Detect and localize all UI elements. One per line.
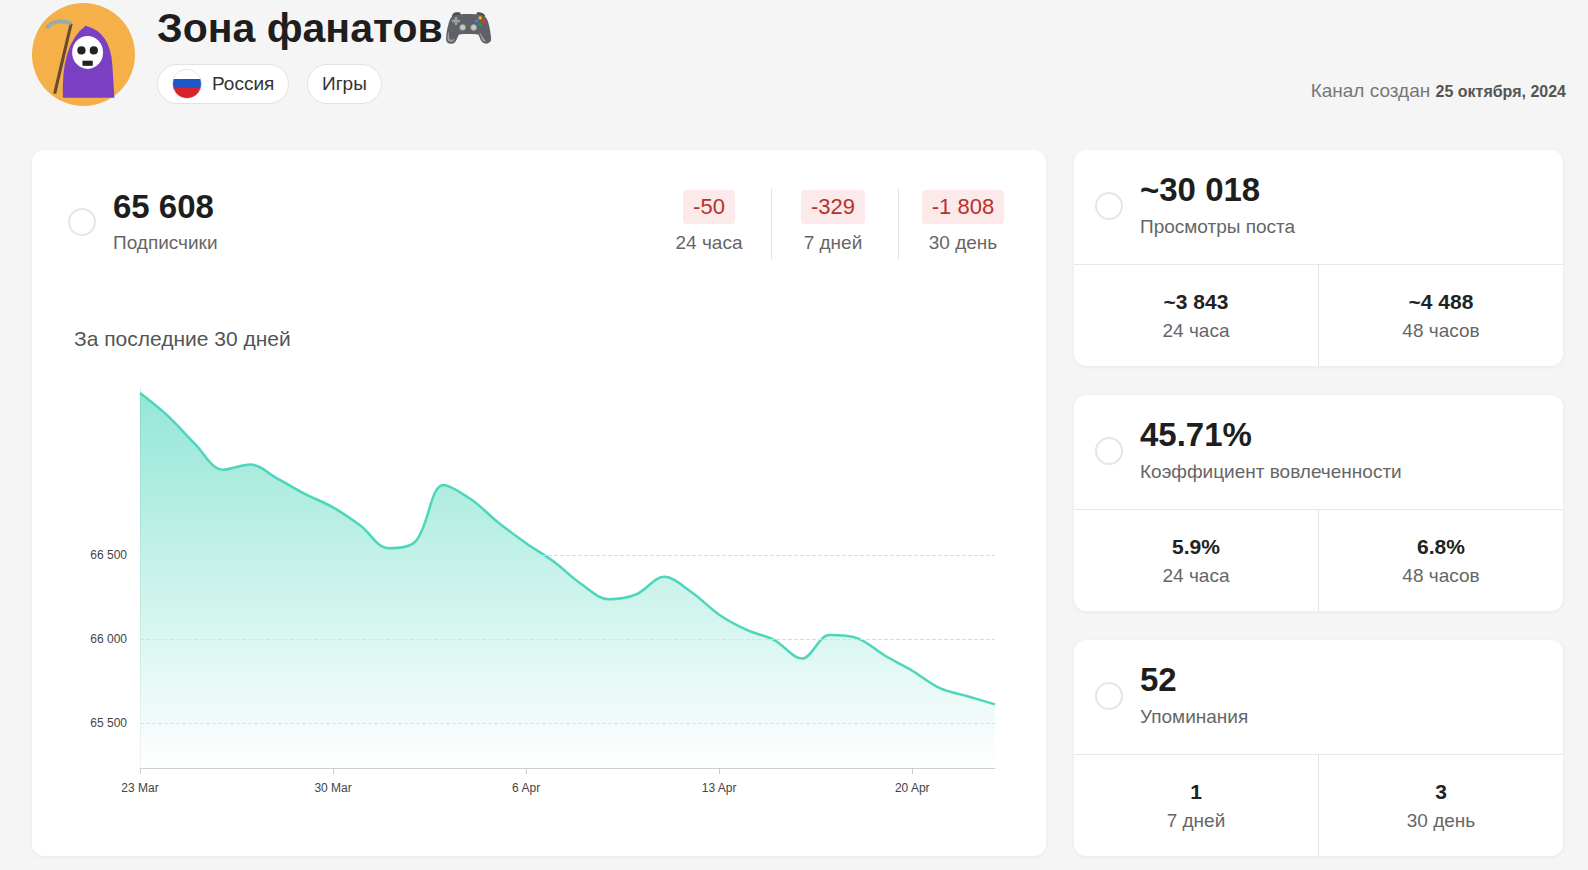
svg-text:20 Apr: 20 Apr bbox=[895, 781, 930, 795]
html-text:-329: -329 bbox=[811, 194, 855, 219]
html-text:65 608: 65 608 bbox=[113, 188, 214, 225]
html-text:24 часа: 24 часа bbox=[675, 232, 743, 253]
svg-text:66 500: 66 500 bbox=[90, 548, 127, 562]
svg-text:65 500: 65 500 bbox=[90, 716, 127, 730]
html-text:Зона фанатов🎮: Зона фанатов🎮 bbox=[157, 5, 494, 51]
svg-text:30 Mar: 30 Mar bbox=[314, 781, 351, 795]
html-text:Просмотры поста: Просмотры поста bbox=[1140, 216, 1296, 237]
html-text:1: 1 bbox=[1190, 780, 1202, 803]
svg-text:6 Apr: 6 Apr bbox=[512, 781, 540, 795]
html-text:-50: -50 bbox=[693, 194, 725, 219]
html-text:Подписчики: Подписчики bbox=[113, 232, 218, 253]
html-text:Канал создан25 октября, 2024: Канал создан25 октября, 2024 bbox=[1310, 80, 1566, 101]
html-text:52: 52 bbox=[1140, 661, 1177, 698]
html-text:7 дней: 7 дней bbox=[803, 232, 863, 253]
html-text:30 день: 30 день bbox=[928, 232, 998, 253]
html-text:3: 3 bbox=[1435, 780, 1447, 803]
html-text:7 дней: 7 дней bbox=[1166, 810, 1226, 831]
svg-text:За последние 30 дней: За последние 30 дней bbox=[74, 327, 291, 350]
html-text:45.71%: 45.71% bbox=[1140, 416, 1252, 453]
html-text:6.8%: 6.8% bbox=[1417, 535, 1465, 558]
html-text:48 часов: 48 часов bbox=[1402, 320, 1480, 341]
html-text:Упоминания: Упоминания bbox=[1140, 706, 1249, 727]
html-text:~30 018: ~30 018 bbox=[1140, 171, 1261, 208]
html-text:~4 488: ~4 488 bbox=[1408, 290, 1474, 313]
svg-text:23 Mar: 23 Mar bbox=[121, 781, 158, 795]
html-text:30 день: 30 день bbox=[1406, 810, 1476, 831]
html-text:48 часов: 48 часов bbox=[1402, 565, 1480, 586]
html-text:-1 808: -1 808 bbox=[931, 194, 995, 219]
html-text:~3 843: ~3 843 bbox=[1163, 290, 1229, 313]
svg-text:66 000: 66 000 bbox=[90, 632, 127, 646]
html-text:Игры: Игры bbox=[322, 73, 367, 94]
svg-text:13 Apr: 13 Apr bbox=[702, 781, 737, 795]
html-text:5.9%: 5.9% bbox=[1172, 535, 1220, 558]
html-text:24 часа: 24 часа bbox=[1162, 320, 1230, 341]
html-text:24 часа: 24 часа bbox=[1162, 565, 1230, 586]
html-text:Коэффициент вовлеченности: Коэффициент вовлеченности bbox=[1140, 461, 1402, 482]
html-text:Россия: Россия bbox=[212, 73, 275, 94]
